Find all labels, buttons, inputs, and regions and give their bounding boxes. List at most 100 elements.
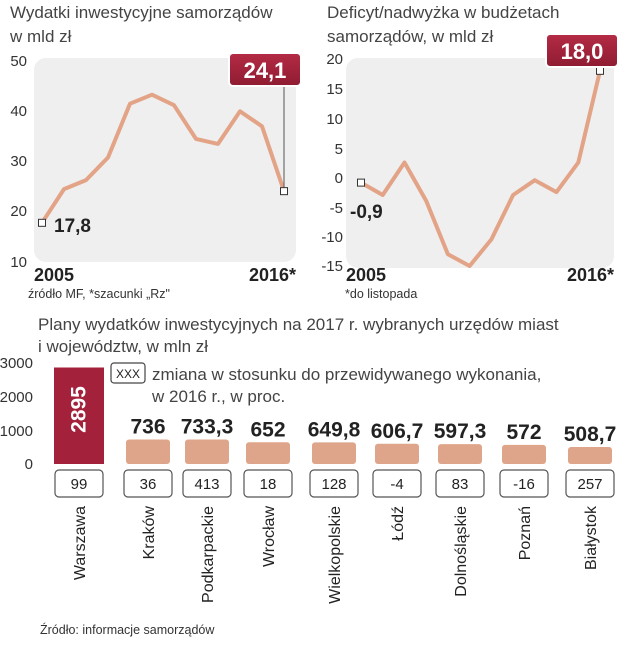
bar-białystok	[568, 447, 612, 464]
bar-łódź	[375, 443, 419, 464]
change-box	[54, 469, 104, 498]
bar-value-label: 652	[250, 418, 285, 441]
bar-warszawa	[54, 367, 104, 464]
change-box	[435, 469, 485, 498]
bar-value-label: 733,3	[181, 416, 234, 439]
chart-3-legend-text-2: w 2016 r., w proc.	[151, 387, 285, 406]
chart-1-start-label: 17,8	[54, 216, 91, 237]
change-box	[372, 469, 422, 498]
chart-3-legend-key: XXX	[116, 367, 140, 381]
chart-2-title: Deficyt/nadwyżka w budżetach	[327, 3, 559, 22]
bar-wrocław	[246, 442, 290, 464]
chart-2-ytick: 20	[326, 51, 343, 68]
chart-2-start-label: -0,9	[350, 202, 383, 223]
chart-3-legend-key-box	[110, 362, 146, 384]
change-value: -4	[390, 476, 403, 493]
chart-2-panel	[346, 58, 614, 268]
chart-1-ytick: 50	[10, 53, 27, 70]
bar-wielkopolskie	[312, 442, 356, 464]
change-value: 36	[140, 476, 157, 493]
chart-1-ytick: 20	[10, 203, 27, 220]
change-box	[499, 469, 549, 498]
bar-value-label: 649,8	[308, 418, 361, 441]
change-value: -16	[513, 476, 535, 493]
chart-3-y-axis: 3000 2000 1000 0	[0, 355, 33, 473]
chart-2-ytick: 5	[335, 141, 343, 158]
chart-3-legend-text-1: zmiana w stosunku do przewidywanego wyko…	[152, 365, 541, 384]
chart-3-ytick: 3000	[0, 355, 33, 372]
chart-2-end-badge: 18,0	[545, 33, 619, 68]
chart-1-source: źródło MF, *szacunki „Rz"	[28, 287, 170, 301]
chart-2-end-marker	[596, 66, 604, 75]
bar-podkarpackie	[185, 439, 229, 464]
chart-1-start-marker	[38, 218, 46, 227]
chart-3-bars: 2895 99 Warszawa 736 36 Kraków 733,3 413 Podkarp…	[54, 367, 617, 604]
change-value: 257	[577, 476, 602, 493]
chart-2-ytick: 10	[326, 111, 343, 128]
chart-1-ytick: 40	[10, 103, 27, 120]
chart-1-investment: Wydatki inwestycyjne samorządów w mld zł…	[9, 3, 302, 301]
chart-1-ytick: 30	[10, 153, 27, 170]
bar-value-label: 508,7	[564, 423, 617, 446]
chart-2-ytick: 15	[326, 81, 343, 98]
chart-3-title: Plany wydatków inwestycyjnych na 2017 r.…	[38, 315, 559, 334]
chart-3-source: Źródło: informacje samorządów	[40, 622, 215, 637]
chart-1-x-first: 2005	[34, 265, 74, 285]
chart-3-investment-plans: Plany wydatków inwestycyjnych na 2017 r.…	[0, 315, 616, 637]
chart-1-end-marker	[280, 187, 288, 196]
bar-value-label: 2895	[68, 386, 91, 433]
chart-2-start-marker	[357, 178, 365, 187]
chart-1-end-badge: 24,1	[228, 52, 302, 87]
chart-1-x-last: 2016*	[249, 265, 296, 285]
chart-2-ytick: -5	[330, 200, 343, 217]
chart-2-x-first: 2005	[346, 265, 386, 285]
change-box	[123, 469, 173, 498]
change-value: 83	[452, 476, 469, 493]
category-label: Warszawa	[72, 506, 89, 580]
bar-value-label: 736	[130, 415, 165, 438]
category-label: Podkarpackie	[200, 506, 217, 603]
chart-2-ytick: -10	[321, 229, 343, 246]
chart-2-subtitle: samorządów, w mld zł	[327, 27, 493, 46]
chart-3-legend: XXX zmiana w stosunku do przewidywanego …	[110, 362, 541, 406]
category-label: Kraków	[141, 506, 158, 560]
chart-2-y-axis: 20 15 10 5 0 -5 -10 -15	[321, 51, 343, 275]
chart-1-end-label: 24,1	[244, 58, 287, 83]
bar-value-label: 572	[506, 421, 541, 444]
category-label: Wielkopolskie	[327, 506, 344, 604]
category-label: Łódź	[390, 506, 407, 541]
chart-3-ytick: 0	[25, 456, 33, 473]
change-value: 99	[71, 476, 88, 493]
chart-2-source: *do listopada	[345, 287, 417, 301]
chart-2-series-line	[359, 68, 602, 268]
category-label: Białystok	[583, 505, 600, 570]
chart-1-y-axis: 50 40 30 20 10	[10, 53, 27, 271]
bar-value-label: 606,7	[371, 420, 424, 443]
bar-value-label: 597,3	[434, 420, 487, 443]
category-label: Wrocław	[261, 506, 278, 567]
chart-2-deficit: Deficyt/nadwyżka w budżetach samorządów,…	[321, 3, 619, 301]
chart-1-ytick: 10	[10, 254, 27, 271]
chart-1-subtitle: w mld zł	[9, 27, 72, 46]
chart-3-subtitle: i województw, w mln zł	[38, 337, 208, 356]
chart-3-ytick: 2000	[0, 389, 33, 406]
change-value: 128	[321, 476, 346, 493]
chart-3-ytick: 1000	[0, 423, 33, 440]
change-box	[309, 469, 359, 498]
category-label: Dolnośląskie	[453, 506, 470, 597]
change-box	[565, 469, 615, 498]
change-box	[182, 469, 232, 498]
chart-2-ytick: -15	[321, 258, 343, 275]
change-box	[243, 469, 293, 498]
chart-2-x-last: 2016*	[567, 265, 614, 285]
chart-1-panel	[34, 58, 296, 262]
category-label: Poznań	[517, 506, 534, 560]
change-value: 413	[194, 476, 219, 493]
bar-dolnośląskie	[438, 444, 482, 464]
chart-1-series-line	[40, 92, 286, 225]
chart-1-title: Wydatki inwestycyjne samorządów	[10, 3, 273, 22]
bar-poznań	[502, 444, 546, 464]
chart-2-end-label: 18,0	[561, 39, 604, 64]
